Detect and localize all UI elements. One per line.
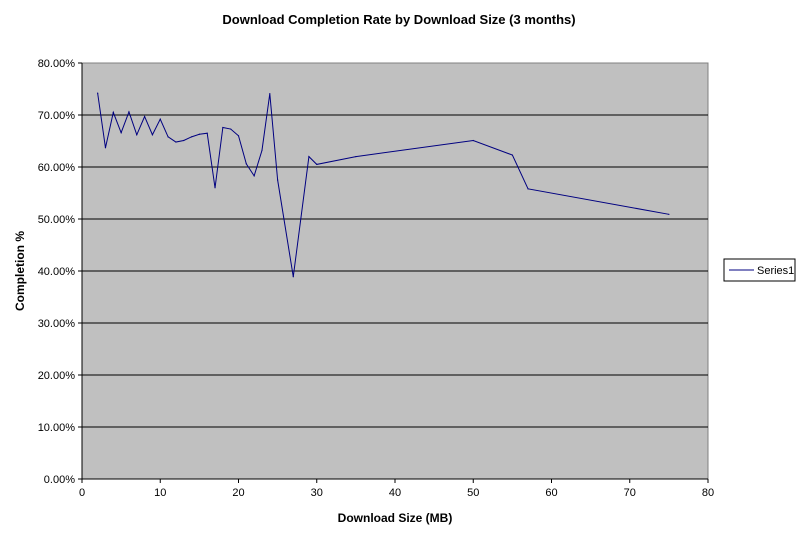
y-tick-label: 10.00%: [38, 422, 76, 434]
data-point: [112, 111, 114, 113]
data-point: [159, 118, 161, 120]
data-point: [237, 135, 240, 137]
y-axis-label: Completion %: [13, 231, 27, 311]
legend: Series1: [723, 258, 796, 282]
data-point: [183, 139, 185, 142]
data-point: [308, 156, 310, 158]
data-point: [167, 136, 169, 138]
data-point: [198, 133, 200, 135]
x-tick-label: 20: [232, 487, 244, 499]
y-tick-label: 40.00%: [38, 266, 76, 278]
x-tick-label: 10: [154, 487, 166, 499]
data-point: [472, 139, 474, 142]
data-point: [230, 128, 232, 130]
data-point: [97, 92, 99, 94]
data-point: [511, 154, 513, 156]
y-tick-label: 60.00%: [38, 162, 76, 174]
y-tick-label: 0.00%: [44, 474, 75, 486]
data-point: [175, 141, 177, 143]
chart-title: Download Completion Rate by Download Siz…: [222, 12, 575, 27]
gridlines: [82, 114, 708, 428]
data-point: [668, 213, 670, 215]
data-point: [136, 134, 138, 136]
x-tick-label: 30: [311, 487, 323, 499]
y-tick-label: 30.00%: [38, 318, 76, 330]
data-point: [144, 115, 146, 118]
x-tick-label: 50: [467, 487, 479, 499]
data-point: [128, 111, 130, 113]
x-tick-label: 60: [545, 487, 557, 499]
data-point: [253, 175, 255, 177]
data-point: [316, 163, 318, 165]
tick-labels: 0.00% 10.00% 20.00% 30.00% 40.00% 50.00% 60.00…: [38, 58, 714, 499]
series-layer: [97, 92, 670, 278]
data-point: [104, 147, 107, 149]
x-axis-label: Download Size (MB): [338, 511, 453, 525]
data-point: [151, 134, 154, 136]
data-point: [222, 126, 224, 129]
data-point: [190, 136, 193, 138]
data-point: [206, 132, 208, 134]
y-tick-label: 50.00%: [38, 214, 76, 226]
y-tick-label: 70.00%: [38, 110, 76, 122]
x-tick-label: 0: [79, 487, 85, 499]
legend-label: Series1: [757, 265, 794, 277]
x-tick-label: 70: [624, 487, 636, 499]
legend-box: [723, 258, 796, 282]
data-point: [269, 93, 271, 95]
data-point: [245, 163, 247, 165]
y-tick-label: 80.00%: [38, 58, 76, 70]
data-point: [277, 179, 279, 181]
data-point: [214, 187, 216, 189]
axes: [78, 62, 709, 483]
data-point: [355, 156, 357, 158]
data-point: [120, 132, 122, 134]
data-point: [527, 188, 529, 190]
x-tick-label: 80: [702, 487, 714, 499]
y-tick-label: 20.00%: [38, 370, 76, 382]
x-tick-label: 40: [389, 487, 401, 499]
data-point: [261, 149, 263, 151]
series-line: [97, 93, 669, 277]
data-point: [292, 276, 294, 278]
